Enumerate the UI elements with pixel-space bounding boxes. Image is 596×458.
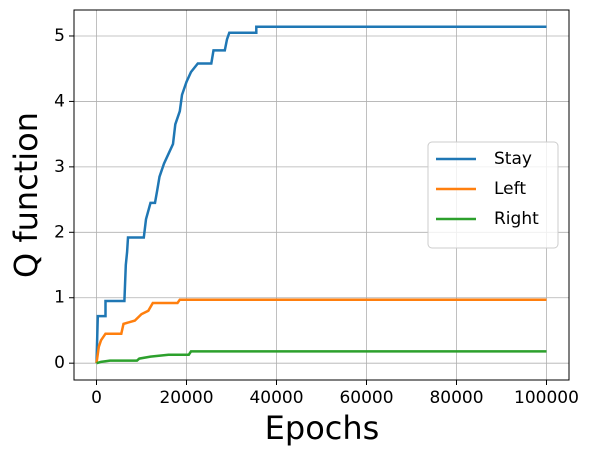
y-tick-label: 4	[54, 91, 65, 111]
y-tick-label: 2	[54, 222, 65, 242]
series-line	[95, 298, 547, 364]
x-axis-label: Epochs	[265, 409, 380, 447]
x-tick-label: 60000	[339, 388, 393, 408]
legend-box	[427, 141, 559, 249]
legend-label: Right	[494, 209, 539, 229]
y-tick-label: 3	[54, 157, 65, 177]
y-tick-label: 0	[54, 353, 65, 373]
x-tick-label: 0	[91, 388, 102, 408]
series-line	[96, 350, 547, 365]
x-tick-label: 80000	[429, 388, 483, 408]
legend-label: Left	[494, 179, 526, 199]
axes-frame	[73, 9, 570, 381]
series-line	[95, 25, 547, 364]
legend-label: Stay	[494, 149, 532, 169]
y-axis-label: Q function	[7, 112, 45, 278]
x-tick-label: 20000	[159, 388, 213, 408]
y-tick-label: 1	[54, 288, 65, 308]
x-tick-label: 100000	[514, 388, 579, 408]
x-tick-label: 40000	[249, 388, 303, 408]
y-tick-label: 5	[54, 26, 65, 46]
